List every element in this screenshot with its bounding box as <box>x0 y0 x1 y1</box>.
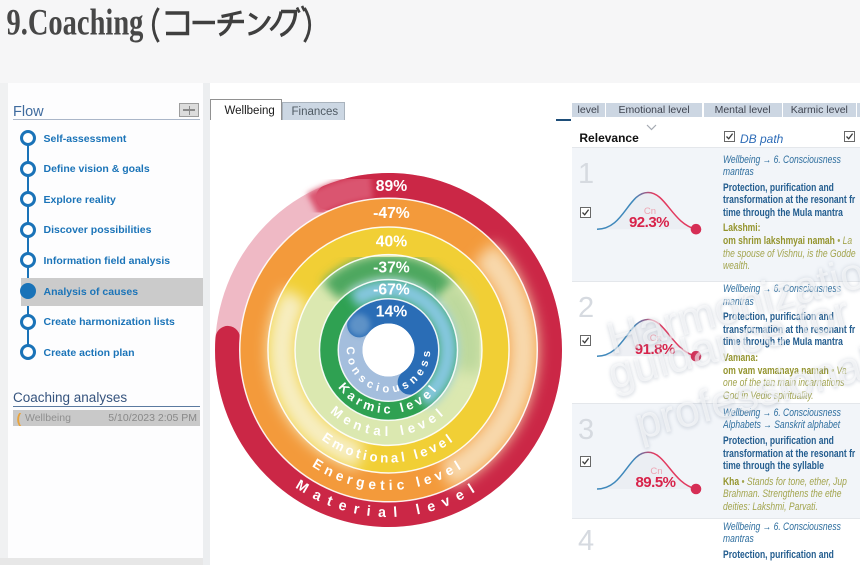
svg-text:40%: 40% <box>376 233 407 250</box>
svg-text:89%: 89% <box>376 178 407 195</box>
svg-text:9.Coaching: 9.Coaching <box>7 3 144 43</box>
svg-text:-37%: -37% <box>373 259 410 276</box>
svg-text:92.3%: 92.3% <box>629 214 669 231</box>
svg-text:-67%: -67% <box>373 282 410 299</box>
svg-text:Cn: Cn <box>650 466 662 477</box>
svg-text:14%: 14% <box>376 303 407 320</box>
svg-text:89.5%: 89.5% <box>635 474 675 491</box>
svg-text:Cn: Cn <box>650 333 662 344</box>
svg-text:Cn: Cn <box>644 206 656 217</box>
svg-text:91.8%: 91.8% <box>635 341 675 358</box>
svg-text:-47%: -47% <box>373 205 410 222</box>
